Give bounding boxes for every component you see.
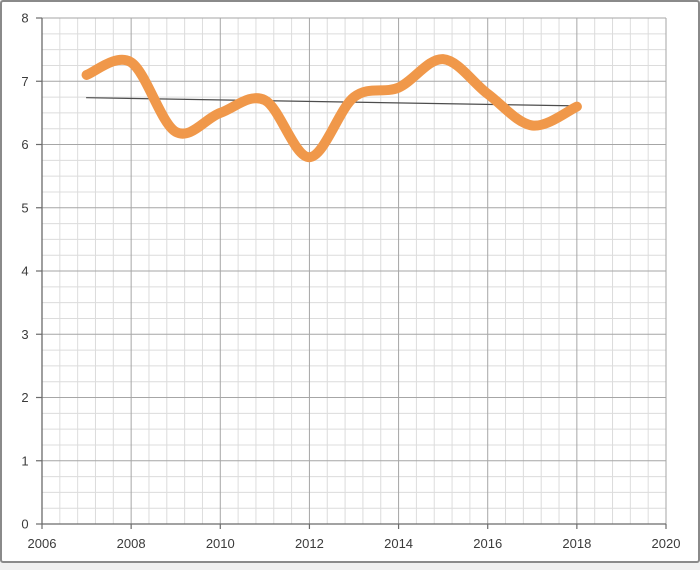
smoothed-value-line [81, 54, 582, 163]
x-tick-label: 2020 [652, 536, 681, 551]
x-tick-label: 2006 [28, 536, 57, 551]
y-tick-label: 1 [21, 453, 28, 468]
x-tick-label: 2008 [117, 536, 146, 551]
y-tick-label: 5 [21, 200, 28, 215]
x-tick-label: 2012 [295, 536, 324, 551]
y-tick-label: 6 [21, 137, 28, 152]
y-tick-label: 8 [21, 11, 28, 26]
x-tick-label: 2014 [384, 536, 413, 551]
y-tick-label: 2 [21, 390, 28, 405]
y-tick-label: 7 [21, 74, 28, 89]
y-tick-label: 0 [21, 517, 28, 532]
y-tick-label: 4 [21, 264, 28, 279]
x-tick-label: 2016 [473, 536, 502, 551]
y-tick-label: 3 [21, 327, 28, 342]
x-tick-label: 2010 [206, 536, 235, 551]
x-tick-label: 2018 [562, 536, 591, 551]
